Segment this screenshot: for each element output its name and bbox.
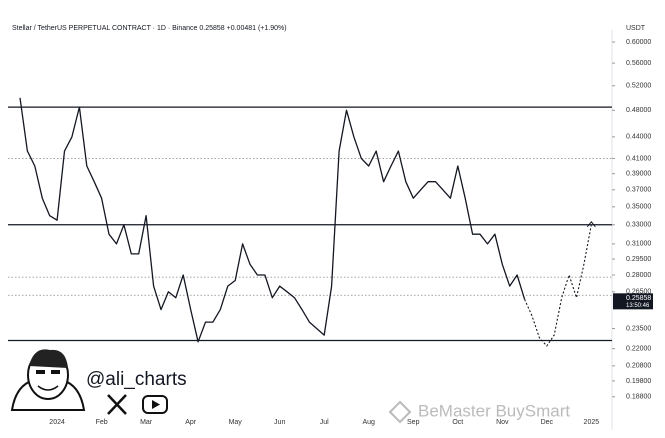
y-tick-label: 0.48000 — [626, 107, 651, 114]
x-tick-label: Nov — [496, 419, 509, 426]
x-tick-label: Feb — [96, 419, 108, 426]
y-tick-label: 0.33000 — [626, 222, 651, 229]
x-tick-label: Apr — [185, 419, 197, 426]
projection-arrow — [586, 220, 596, 228]
x-tick-label: 2025 — [584, 419, 600, 426]
chart-title: Stellar / TetherUS PERPETUAL CONTRACT · … — [12, 25, 287, 32]
y-tick-label: 0.52000 — [626, 83, 651, 90]
y-tick-label: 0.29500 — [626, 256, 651, 263]
y-tick-label: 0.31000 — [626, 241, 651, 248]
y-tick-label: 0.20800 — [626, 363, 651, 370]
watermark-logo — [388, 400, 412, 424]
youtube-icon — [142, 395, 168, 414]
y-tick-label: 0.56000 — [626, 60, 651, 67]
y-tick-label: 0.26500 — [626, 289, 651, 296]
x-tick-label: May — [229, 419, 243, 426]
y-tick-label: 0.23500 — [626, 325, 651, 332]
x-icon — [107, 394, 127, 415]
y-tick-label: 0.41000 — [626, 155, 651, 162]
y-tick-label: 0.18800 — [626, 394, 651, 401]
handle: @ali_charts — [86, 369, 187, 390]
y-tick-label: 0.39000 — [626, 171, 651, 178]
x-tick-label: Sep — [407, 419, 420, 426]
countdown: 13:50:46 — [626, 303, 650, 309]
y-tick-label: 0.35000 — [626, 204, 651, 211]
y-tick-label: 0.28000 — [626, 272, 651, 279]
y-tick-label: 0.37000 — [626, 187, 651, 194]
x-tick-label: Dec — [541, 419, 554, 426]
x-tick-label: Oct — [452, 419, 463, 426]
price-line — [19, 97, 526, 343]
x-tick-label: Mar — [140, 419, 153, 426]
x-tick-label: Jul — [320, 419, 329, 426]
currency: USDT — [626, 25, 646, 32]
x-tick-label: 2024 — [49, 419, 65, 426]
avatar — [10, 349, 86, 411]
x-tick-label: Aug — [363, 419, 376, 426]
price-label-box — [613, 293, 653, 310]
y-tick-label: 0.60000 — [626, 39, 651, 46]
y-tick-label: 0.44000 — [626, 134, 651, 141]
y-tick-label: 0.22000 — [626, 346, 651, 353]
x-tick-label: Jun — [274, 419, 285, 426]
watermark: BeMaster BuySmart — [418, 401, 570, 420]
projection-line — [524, 224, 592, 347]
price-label: 0.25858 — [626, 295, 651, 302]
y-tick-label: 0.19800 — [626, 378, 651, 385]
